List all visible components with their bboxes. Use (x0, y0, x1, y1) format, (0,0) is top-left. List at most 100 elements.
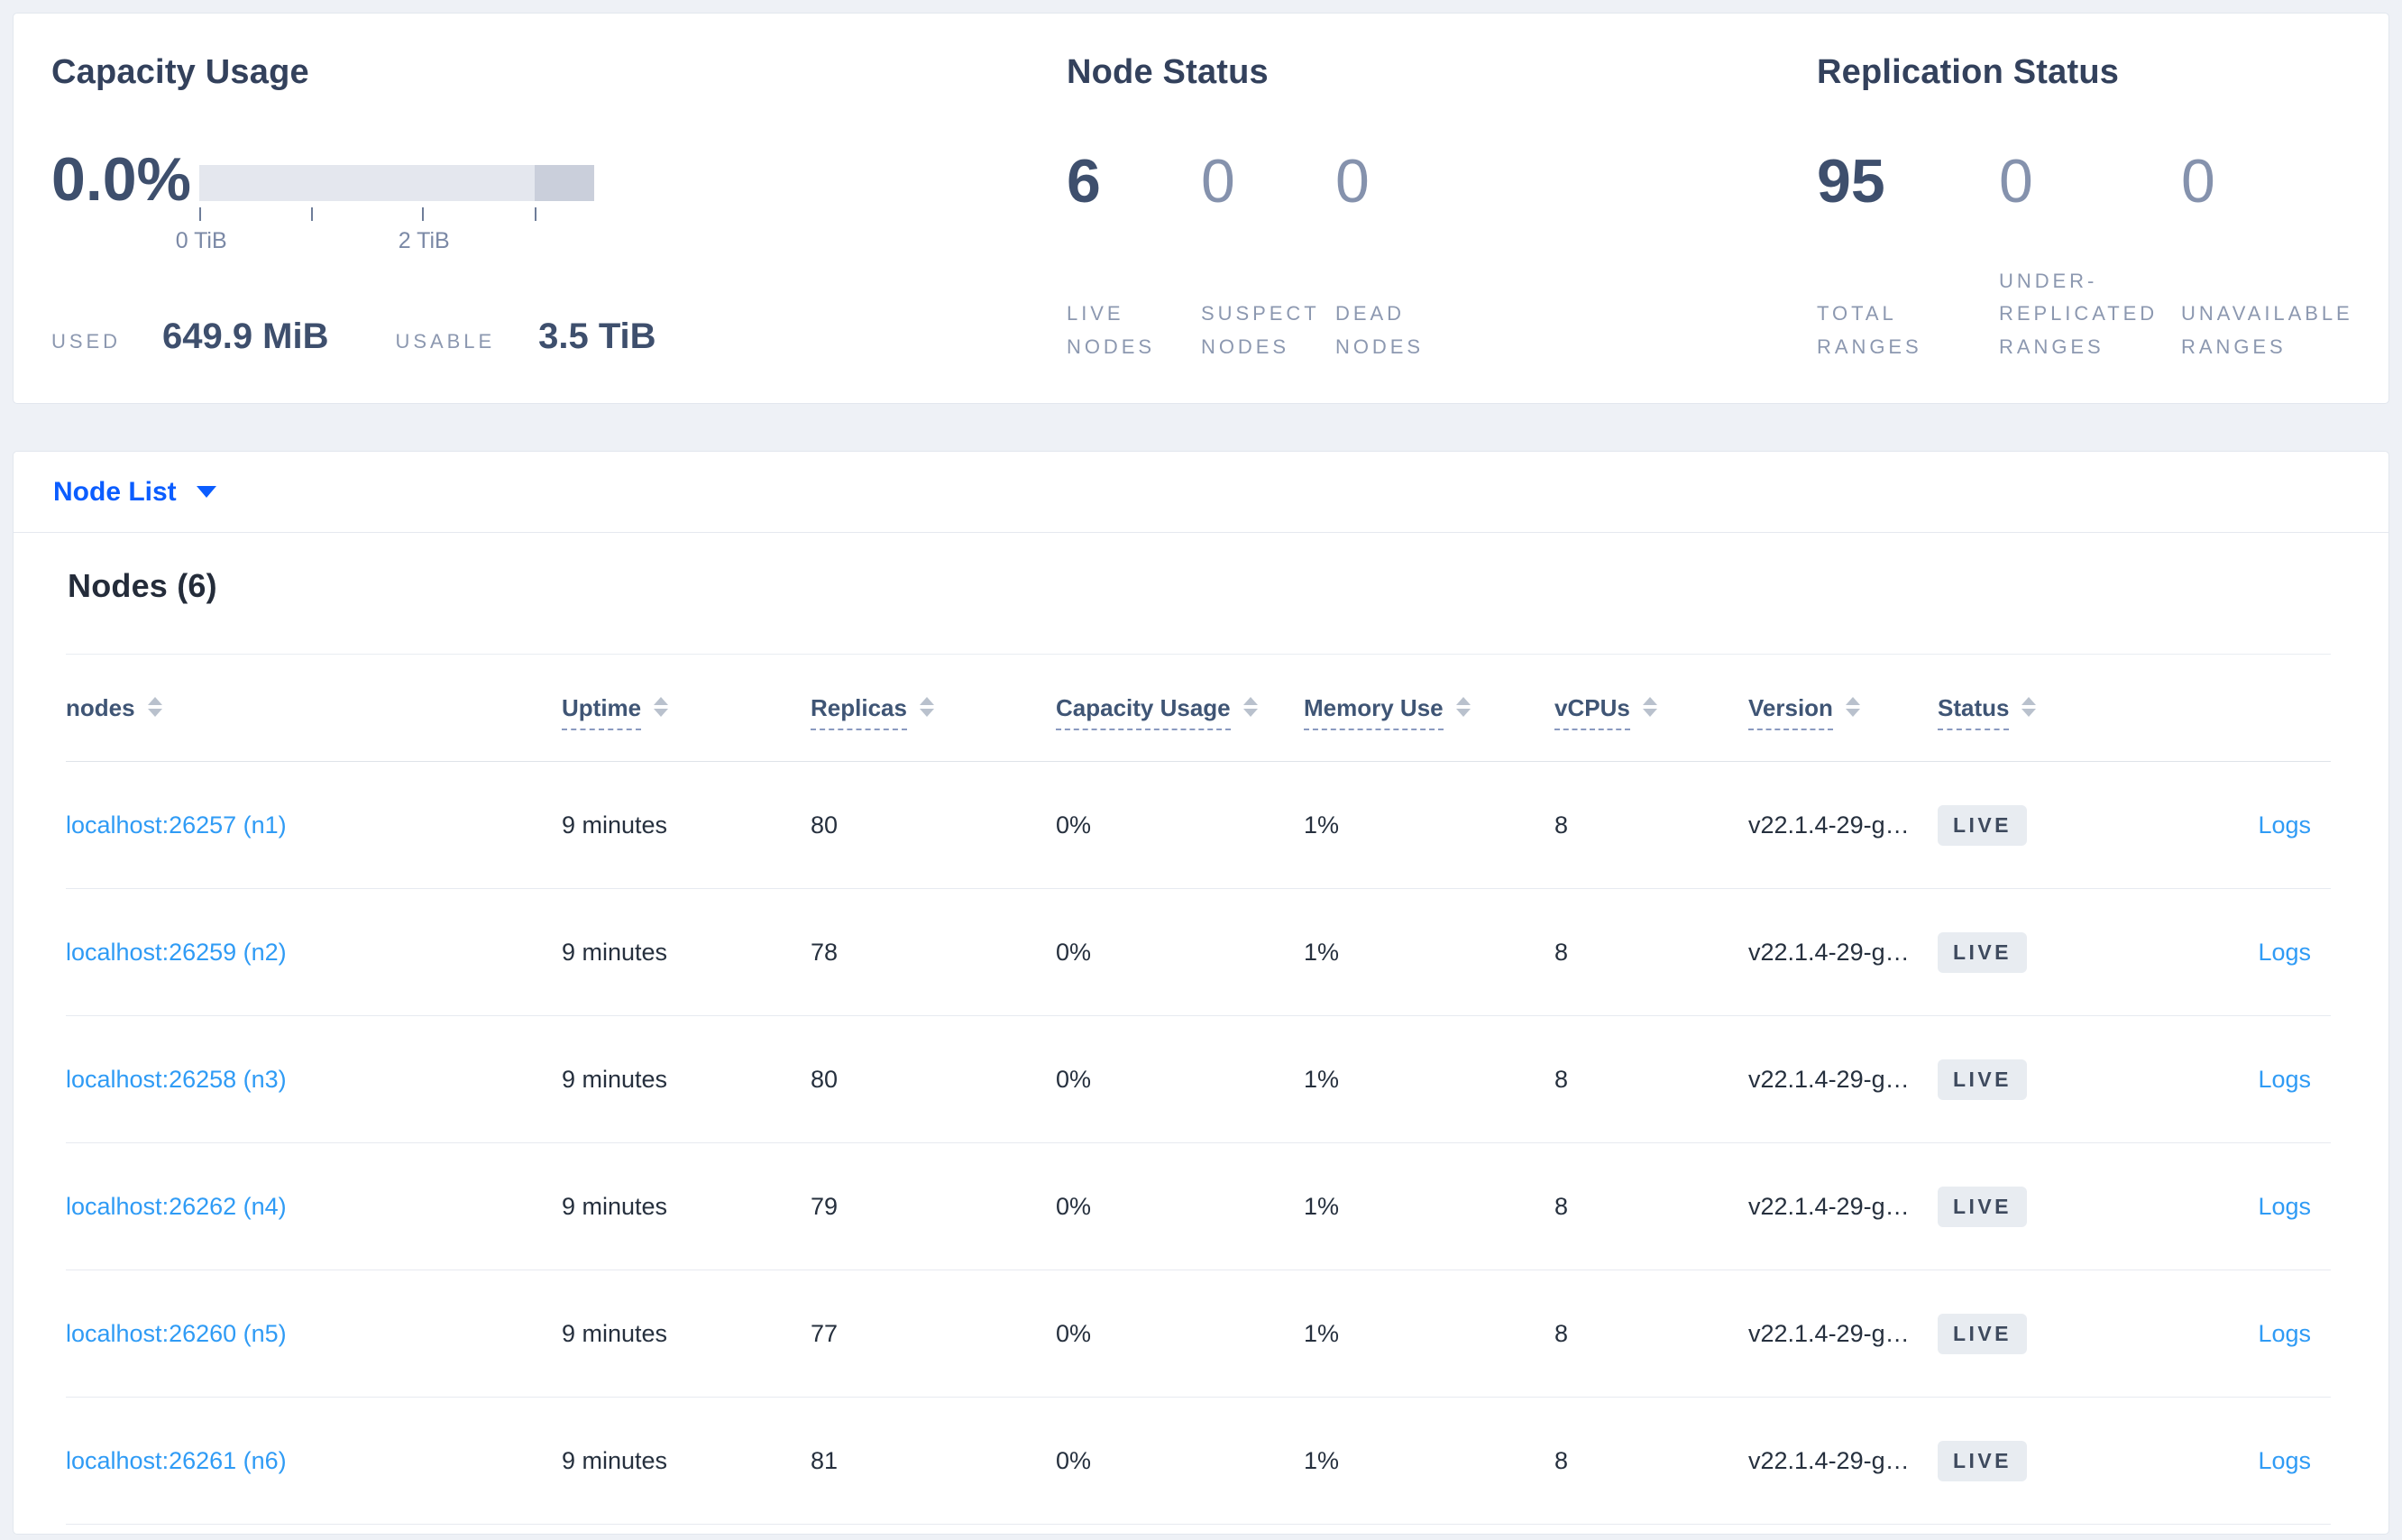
status-badge: LIVE (1938, 1440, 2027, 1481)
replication-status-section: Replication Status 95 0 0 TOTAL RANGES U… (1817, 14, 2361, 403)
uptime-cell: 9 minutes (562, 1065, 668, 1093)
capacity-usage-cell: 0% (1056, 1065, 1092, 1093)
replicas-cell: 80 (811, 811, 839, 839)
vcpus-cell: 8 (1554, 1319, 1569, 1347)
sort-icon[interactable] (919, 696, 934, 717)
logs-link[interactable]: Logs (2258, 811, 2311, 839)
capacity-bar-axis: 0 TiB 2 TiB (176, 201, 594, 255)
uptime-cell: 9 minutes (562, 811, 668, 839)
version-cell: v22.1.4-29-g… (1748, 811, 1910, 839)
live-nodes-label: LIVE NODES (1067, 302, 1156, 358)
node-link[interactable]: localhost:26262 (n4) (66, 1192, 287, 1220)
column-header-nodes[interactable]: nodes (66, 694, 562, 722)
nodes-table-header: nodes Uptime Replicas Capacity Usage Mem… (66, 654, 2331, 762)
vcpus-cell: 8 (1554, 811, 1569, 839)
status-badge: LIVE (1938, 804, 2027, 846)
logs-link[interactable]: Logs (2258, 1065, 2311, 1093)
uptime-cell: 9 minutes (562, 1446, 668, 1474)
column-header-replicas[interactable]: Replicas (811, 693, 1056, 730)
node-cell: localhost:26261 (n6) (66, 1447, 562, 1475)
axis-tick-label: 2 TiB (398, 228, 450, 253)
replicas-cell: 81 (811, 1446, 839, 1474)
sort-icon[interactable] (2022, 696, 2037, 717)
cluster-summary-card: Capacity Usage 0.0% 0 TiB 2 TiB USED (13, 13, 2389, 404)
column-header-vcpus[interactable]: vCPUs (1554, 693, 1748, 730)
memory-use-cell: 1% (1304, 811, 1340, 839)
capacity-stats: USED 649.9 MiB USABLE 3.5 TiB (51, 316, 656, 357)
node-cell: localhost:26262 (n4) (66, 1193, 562, 1221)
replicas-cell: 80 (811, 1065, 839, 1093)
table-row: localhost:26261 (n6) 9 minutes 81 0% 1% 8 v22.… (66, 1398, 2331, 1525)
sort-icon[interactable] (1845, 696, 1860, 717)
memory-use-cell: 1% (1304, 1319, 1340, 1347)
live-nodes-count: 6 (1067, 147, 1101, 215)
used-label: USED (51, 330, 121, 353)
node-status-title: Node Status (1067, 53, 1269, 91)
status-cell: LIVE (1938, 1313, 2154, 1354)
capacity-usage-bar-chart: 0 TiB 2 TiB (176, 165, 594, 255)
capacity-used-percent: 0.0% (51, 145, 191, 214)
node-list-card: Node List Nodes (6) nodes Uptime Replica… (13, 451, 2389, 1535)
sort-icon[interactable] (1455, 696, 1471, 717)
status-badge: LIVE (1938, 1059, 2027, 1100)
node-link[interactable]: localhost:26257 (n1) (66, 811, 287, 839)
table-row: localhost:26257 (n1) 9 minutes 80 0% 1% 8 v22.… (66, 762, 2331, 889)
capacity-usage-title: Capacity Usage (51, 53, 309, 91)
replicas-cell: 77 (811, 1319, 839, 1347)
replication-labels: TOTAL RANGES UNDER-REPLICATED RANGES UNA… (1817, 265, 2363, 363)
view-selector-label: Node List (53, 476, 177, 507)
logs-link[interactable]: Logs (2258, 1446, 2311, 1474)
memory-use-cell: 1% (1304, 1446, 1340, 1474)
column-header-status[interactable]: Status (1938, 693, 2154, 730)
version-cell: v22.1.4-29-g… (1748, 1446, 1910, 1474)
node-status-values: 6 0 0 (1067, 151, 1470, 212)
total-ranges-count: 95 (1817, 147, 1885, 215)
uptime-cell: 9 minutes (562, 938, 668, 966)
capacity-usage-cell: 0% (1056, 1446, 1092, 1474)
status-cell: LIVE (1938, 1186, 2154, 1227)
usable-label: USABLE (395, 330, 496, 353)
logs-cell: Logs (2154, 1066, 2331, 1094)
view-selector-dropdown[interactable]: Node List (14, 452, 2388, 533)
vcpus-cell: 8 (1554, 938, 1569, 966)
logs-cell: Logs (2154, 1447, 2331, 1475)
used-value: 649.9 MiB (161, 316, 329, 356)
logs-cell: Logs (2154, 1193, 2331, 1221)
node-status-section: Node Status 6 0 0 LIVE NODES SUSPECT NOD… (1067, 14, 1817, 403)
vcpus-cell: 8 (1554, 1192, 1569, 1220)
logs-link[interactable]: Logs (2258, 1192, 2311, 1220)
column-header-memory-use[interactable]: Memory Use (1304, 693, 1554, 730)
replicas-cell: 78 (811, 938, 839, 966)
dead-nodes-count: 0 (1335, 147, 1370, 215)
sort-icon[interactable] (147, 696, 162, 717)
table-row: localhost:26262 (n4) 9 minutes 79 0% 1% 8 v22.… (66, 1143, 2331, 1270)
node-link[interactable]: localhost:26261 (n6) (66, 1446, 287, 1474)
status-badge: LIVE (1938, 931, 2027, 973)
axis-tick-label: 0 TiB (175, 228, 227, 253)
memory-use-cell: 1% (1304, 1065, 1340, 1093)
sort-icon[interactable] (1242, 696, 1258, 717)
column-header-uptime[interactable]: Uptime (562, 693, 811, 730)
nodes-table-section: Nodes (6) nodes Uptime Replicas Capacity… (14, 567, 2388, 1525)
logs-link[interactable]: Logs (2258, 1319, 2311, 1347)
status-cell: LIVE (1938, 1059, 2154, 1100)
status-cell: LIVE (1938, 804, 2154, 846)
memory-use-cell: 1% (1304, 938, 1340, 966)
capacity-bar-reserved-segment (534, 165, 594, 201)
usable-value: 3.5 TiB (538, 316, 656, 356)
column-header-capacity-usage[interactable]: Capacity Usage (1056, 693, 1304, 730)
table-row: localhost:26260 (n5) 9 minutes 77 0% 1% 8 v22.… (66, 1270, 2331, 1398)
node-link[interactable]: localhost:26259 (n2) (66, 938, 287, 966)
version-cell: v22.1.4-29-g… (1748, 938, 1910, 966)
column-header-version[interactable]: Version (1748, 693, 1938, 730)
sort-icon[interactable] (1642, 696, 1657, 717)
node-link[interactable]: localhost:26258 (n3) (66, 1065, 287, 1093)
sort-icon[interactable] (654, 696, 669, 717)
node-status-labels: LIVE NODES SUSPECT NODES DEAD NODES (1067, 298, 1470, 363)
replicas-cell: 79 (811, 1192, 839, 1220)
vcpus-cell: 8 (1554, 1065, 1569, 1093)
logs-link[interactable]: Logs (2258, 938, 2311, 966)
node-link[interactable]: localhost:26260 (n5) (66, 1319, 287, 1347)
axis-tick (310, 207, 313, 221)
table-row: localhost:26259 (n2) 9 minutes 78 0% 1% 8 v22.… (66, 889, 2331, 1016)
